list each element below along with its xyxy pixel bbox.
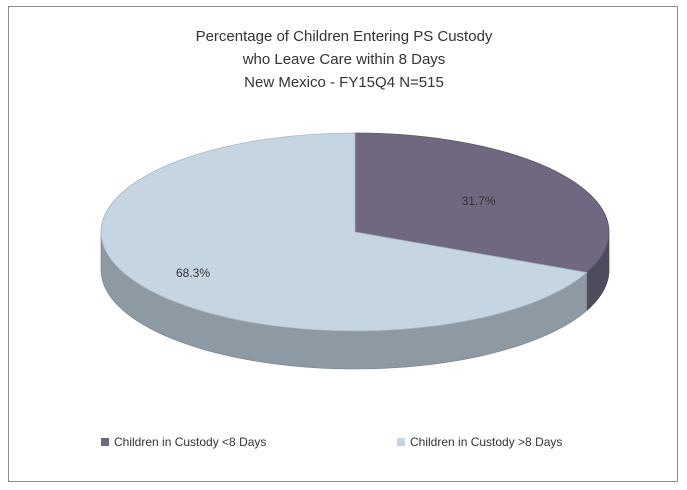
chart-title-line-3: New Mexico - FY15Q4 N=515 (244, 74, 444, 91)
legend-label-over-8-days: Children in Custody >8 Days (410, 435, 563, 449)
pie-chart: 31.7% 68.3% (100, 132, 610, 370)
legend-swatch-over-8-days (397, 438, 405, 446)
chart-frame: Percentage of Children Entering PS Custo… (8, 6, 678, 482)
data-label-1: 68.3% (176, 266, 210, 280)
chart-title-line-1: Percentage of Children Entering PS Custo… (195, 28, 493, 45)
chart-title: Percentage of Children Entering PS Custo… (9, 25, 679, 94)
pie-slice-0 (354, 132, 610, 273)
pie-slice-1 (100, 132, 588, 332)
legend: Children in Custody <8 Days Children in … (9, 435, 679, 455)
chart-title-line-2: who Leave Care within 8 Days (242, 51, 446, 68)
legend-label-under-8-days: Children in Custody <8 Days (114, 435, 267, 449)
legend-item-over-8-days: Children in Custody >8 Days (397, 435, 562, 449)
legend-item-under-8-days: Children in Custody <8 Days (101, 435, 266, 449)
data-label-0: 31.7% (462, 194, 496, 208)
legend-swatch-under-8-days (101, 438, 109, 446)
